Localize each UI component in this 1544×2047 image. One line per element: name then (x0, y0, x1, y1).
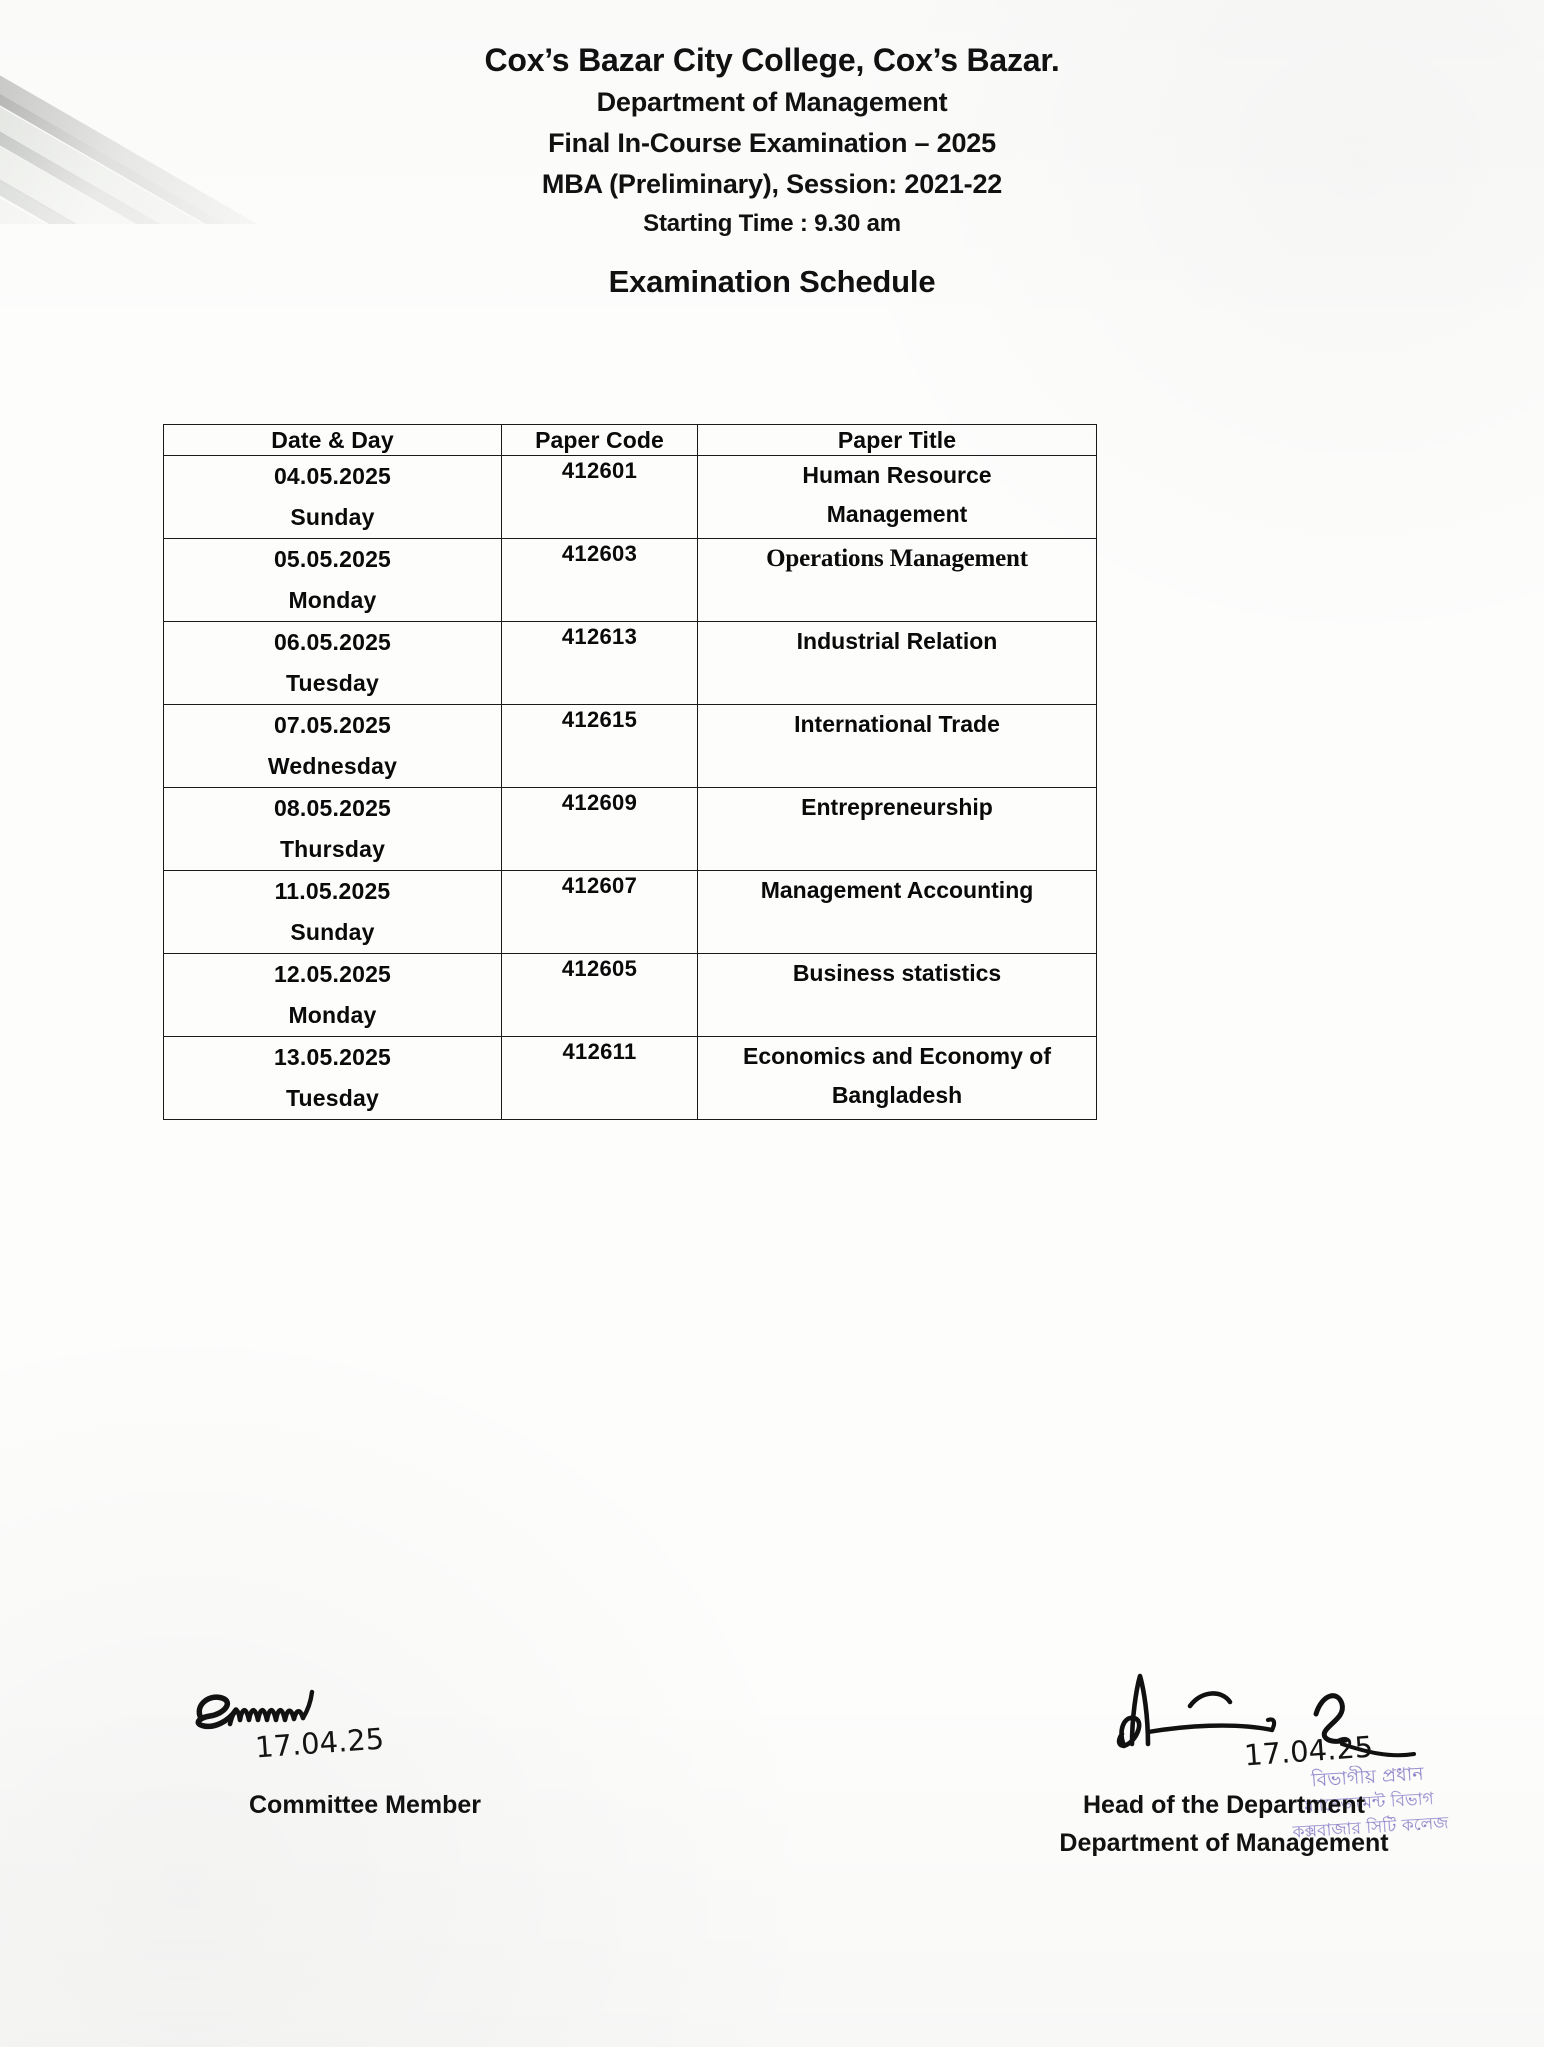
head-department-name-caption: Department of Management (1059, 1829, 1389, 1857)
cell-date-day: 05.05.2025 Monday (163, 538, 502, 622)
exam-day: Monday (288, 587, 377, 613)
committee-member-caption: Committee Member (249, 1791, 481, 1819)
exam-date: 06.05.2025 (273, 629, 392, 655)
paper-title-line: Management (826, 501, 968, 527)
paper-title-line: Economics and Economy of (743, 1043, 1051, 1069)
paper-title-line: Management Accounting (760, 877, 1034, 903)
cell-paper-code: 412603 (501, 538, 698, 622)
table-row: 07.05.2025 Wednesday 412615 Internationa… (163, 704, 1097, 788)
exam-date: 07.05.2025 (273, 712, 392, 738)
exam-date: 11.05.2025 (274, 878, 391, 904)
exam-day: Tuesday (285, 1085, 379, 1111)
paper-title-line: Operations Management (766, 545, 1028, 572)
table-row: 05.05.2025 Monday 412603 Operations Mana… (163, 538, 1097, 622)
cell-paper-title: Human Resource Management (697, 455, 1097, 539)
column-header-code: Paper Code (501, 424, 698, 456)
cell-paper-title: Economics and Economy of Bangladesh (697, 1036, 1097, 1120)
table-row: 08.05.2025 Thursday 412609 Entrepreneurs… (163, 787, 1097, 871)
cell-date-day: 13.05.2025 Tuesday (163, 1036, 502, 1120)
cell-paper-title: International Trade (697, 704, 1097, 788)
exam-day: Monday (288, 1002, 377, 1028)
document-header: Cox’s Bazar City College, Cox’s Bazar. D… (0, 38, 1544, 305)
exam-day: Sunday (290, 919, 375, 945)
table-body: 04.05.2025 Sunday 412601 Human Resource … (163, 455, 1097, 1120)
paper-title-line: Bangladesh (831, 1082, 963, 1108)
paper-title-line: Human Resource (802, 462, 992, 488)
cell-date-day: 07.05.2025 Wednesday (163, 704, 502, 788)
table-row: 13.05.2025 Tuesday 412611 Economics and … (163, 1036, 1097, 1120)
head-of-department-caption: Head of the Department (1083, 1791, 1365, 1819)
program-session: MBA (Preliminary), Session: 2021-22 (541, 169, 1003, 199)
table-row: 04.05.2025 Sunday 412601 Human Resource … (163, 455, 1097, 539)
examination-schedule-table: Date & Day Paper Code Paper Title 04.05.… (163, 424, 1097, 1120)
head-of-department-signature-block: 17.04.25 বিভাগীয় প্রধান ম্যানেজমেন্ট বি… (944, 1668, 1504, 1862)
cell-paper-title: Industrial Relation (697, 621, 1097, 705)
paper-title-line: Entrepreneurship (801, 794, 993, 820)
committee-member-signature-block: 17.04.25 Committee Member (150, 1668, 580, 1824)
exam-day: Thursday (279, 836, 386, 862)
cell-date-day: 06.05.2025 Tuesday (163, 621, 502, 705)
exam-date: 08.05.2025 (273, 795, 392, 821)
document-footer: 17.04.25 Committee Member 17.04.25 বিভাগ (0, 1668, 1544, 1928)
cell-paper-code: 412613 (501, 621, 698, 705)
exam-date: 12.05.2025 (273, 961, 392, 987)
table-row: 12.05.2025 Monday 412605 Business statis… (163, 953, 1097, 1037)
exam-date: 05.05.2025 (273, 546, 392, 572)
table-row: 06.05.2025 Tuesday 412613 Industrial Rel… (163, 621, 1097, 705)
exam-day: Sunday (290, 504, 375, 530)
department-name: Department of Management (596, 87, 948, 117)
exam-date: 04.05.2025 (273, 463, 392, 489)
handwritten-signature (1094, 1660, 1424, 1775)
cell-paper-title: Management Accounting (697, 870, 1097, 954)
table-header-row: Date & Day Paper Code Paper Title (163, 424, 1097, 456)
cell-date-day: 04.05.2025 Sunday (163, 455, 502, 539)
exam-day: Tuesday (285, 670, 379, 696)
exam-date: 13.05.2025 (273, 1044, 392, 1070)
column-header-date: Date & Day (163, 424, 502, 456)
cell-paper-code: 412611 (501, 1036, 698, 1120)
cell-paper-title: Entrepreneurship (697, 787, 1097, 871)
cell-paper-code: 412609 (501, 787, 698, 871)
page-title: Examination Schedule (608, 264, 936, 299)
cell-paper-code: 412601 (501, 455, 698, 539)
handwritten-signature (180, 1676, 410, 1751)
cell-date-day: 11.05.2025 Sunday (163, 870, 502, 954)
cell-paper-title: Operations Management (697, 538, 1097, 622)
college-name: Cox’s Bazar City College, Cox’s Bazar. (484, 42, 1060, 78)
column-header-title: Paper Title (697, 424, 1097, 456)
paper-title-line: International Trade (794, 711, 1000, 737)
cell-paper-code: 412607 (501, 870, 698, 954)
cell-date-day: 12.05.2025 Monday (163, 953, 502, 1037)
cell-date-day: 08.05.2025 Thursday (163, 787, 502, 871)
paper-title-line: Industrial Relation (796, 628, 998, 654)
table-row: 11.05.2025 Sunday 412607 Management Acco… (163, 870, 1097, 954)
schedule-table-wrapper: Date & Day Paper Code Paper Title 04.05.… (163, 424, 1097, 1120)
cell-paper-title: Business statistics (697, 953, 1097, 1037)
starting-time: Starting Time : 9.30 am (643, 210, 901, 237)
cell-paper-code: 412605 (501, 953, 698, 1037)
paper-title-line: Business statistics (792, 960, 1002, 986)
exam-day: Wednesday (267, 753, 398, 779)
cell-paper-code: 412615 (501, 704, 698, 788)
examination-name: Final In-Course Examination – 2025 (548, 128, 996, 158)
